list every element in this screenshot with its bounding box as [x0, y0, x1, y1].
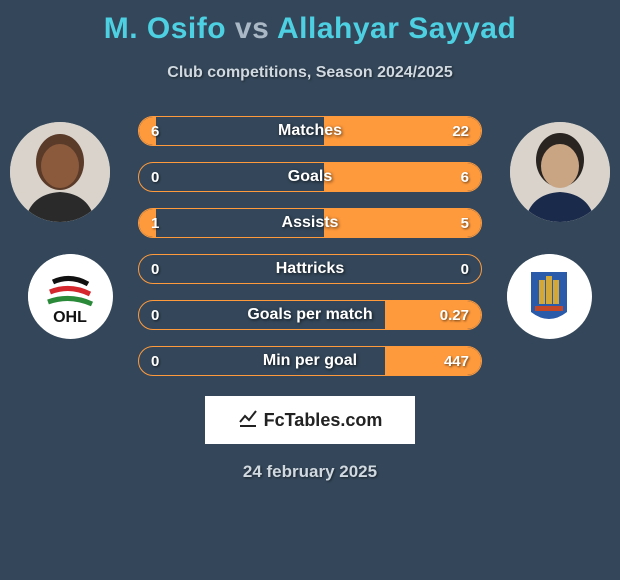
player-avatar-left	[10, 122, 110, 222]
chart-icon	[238, 408, 258, 433]
club-logo-left: OHL	[28, 254, 113, 339]
stat-label: Matches	[139, 122, 481, 140]
club-crest-icon	[507, 254, 592, 339]
stat-row: 00Hattricks	[138, 254, 482, 284]
title-vs: vs	[235, 12, 269, 45]
stat-row: 06Goals	[138, 162, 482, 192]
club-crest-icon: OHL	[28, 254, 113, 339]
title-player1: M. Osifo	[104, 12, 226, 45]
stat-bars: 622Matches 06Goals 15Assists 00Hattricks 00.…	[138, 116, 482, 392]
comparison-title: M. Osifo vs Allahyar Sayyad	[0, 0, 620, 46]
avatar-silhouette-icon	[510, 122, 610, 222]
stat-label: Goals per match	[139, 306, 481, 324]
stat-row: 00.27Goals per match	[138, 300, 482, 330]
stat-row: 622Matches	[138, 116, 482, 146]
stat-row: 0447Min per goal	[138, 346, 482, 376]
stat-label: Min per goal	[139, 352, 481, 370]
stats-area: OHL 622Matches 06Goals 15Assists 00Hattrick…	[0, 112, 620, 392]
subtitle: Club competitions, Season 2024/2025	[0, 64, 620, 82]
title-player2: Allahyar Sayyad	[277, 12, 516, 45]
branding-badge: FcTables.com	[205, 396, 415, 444]
svg-text:OHL: OHL	[53, 309, 87, 326]
date-label: 24 february 2025	[0, 462, 620, 482]
stat-label: Assists	[139, 214, 481, 232]
stat-label: Goals	[139, 168, 481, 186]
stat-row: 15Assists	[138, 208, 482, 238]
stat-label: Hattricks	[139, 260, 481, 278]
branding-text: FcTables.com	[264, 410, 383, 431]
club-logo-right	[507, 254, 592, 339]
player-avatar-right	[510, 122, 610, 222]
avatar-silhouette-icon	[10, 122, 110, 222]
